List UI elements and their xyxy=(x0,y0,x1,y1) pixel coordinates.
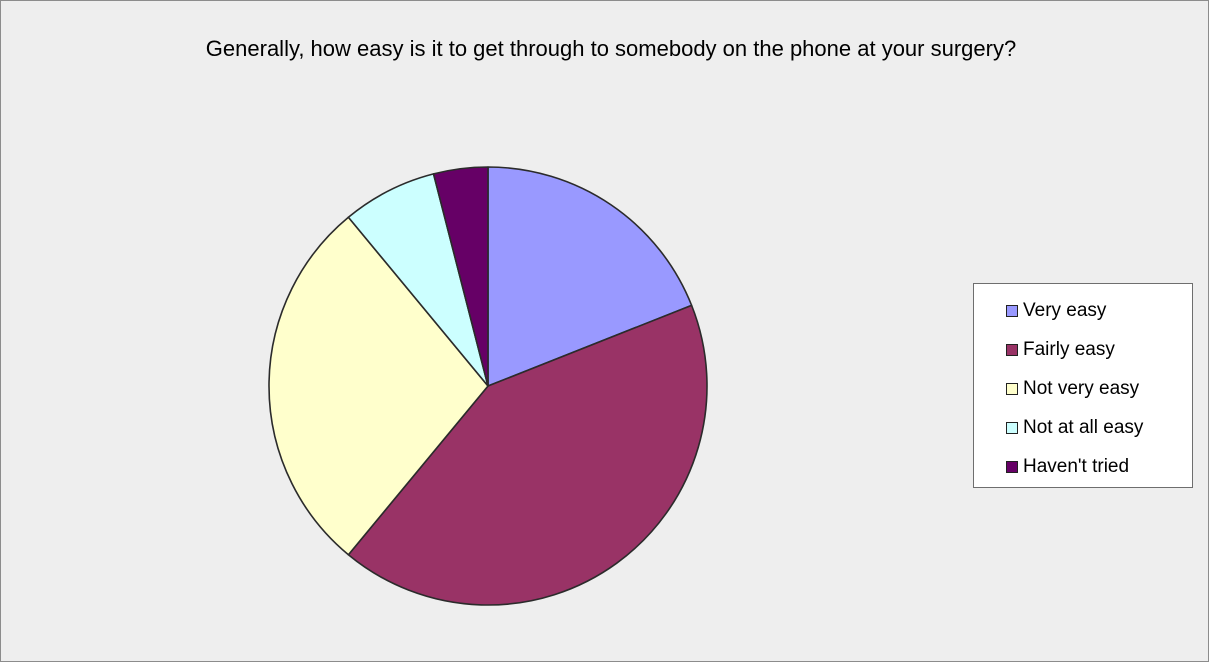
legend-label: Haven't tried xyxy=(1023,455,1130,477)
legend-swatch xyxy=(1006,343,1018,356)
legend-item-fairly-easy: Fairly easy xyxy=(974,330,1192,369)
legend-swatch xyxy=(1006,460,1018,473)
legend-item-not-at-all-easy: Not at all easy xyxy=(974,408,1192,447)
legend-label: Not at all easy xyxy=(1023,416,1144,438)
pie-slice-very-easy xyxy=(487,166,693,387)
legend-label: Very easy xyxy=(1023,299,1107,321)
legend-swatch xyxy=(1006,304,1018,317)
legend-item-havent-tried: Haven't tried xyxy=(974,447,1192,486)
chart-title: Generally, how easy is it to get through… xyxy=(205,36,1017,61)
legend-item-very-easy: Very easy xyxy=(974,291,1192,330)
pie-slice-haven-t-tried xyxy=(432,166,489,387)
legend: Very easy Fairly easy Not very easy Not … xyxy=(973,283,1193,488)
legend-swatch xyxy=(1006,421,1018,434)
legend-label: Fairly easy xyxy=(1023,338,1115,360)
pie-slice-fairly-easy xyxy=(347,304,708,606)
pie-slices xyxy=(268,166,708,606)
legend-item-not-very-easy: Not very easy xyxy=(974,369,1192,408)
legend-label: Not very easy xyxy=(1023,377,1140,399)
pie-slice-not-very-easy xyxy=(268,216,489,556)
legend-swatch xyxy=(1006,382,1018,395)
